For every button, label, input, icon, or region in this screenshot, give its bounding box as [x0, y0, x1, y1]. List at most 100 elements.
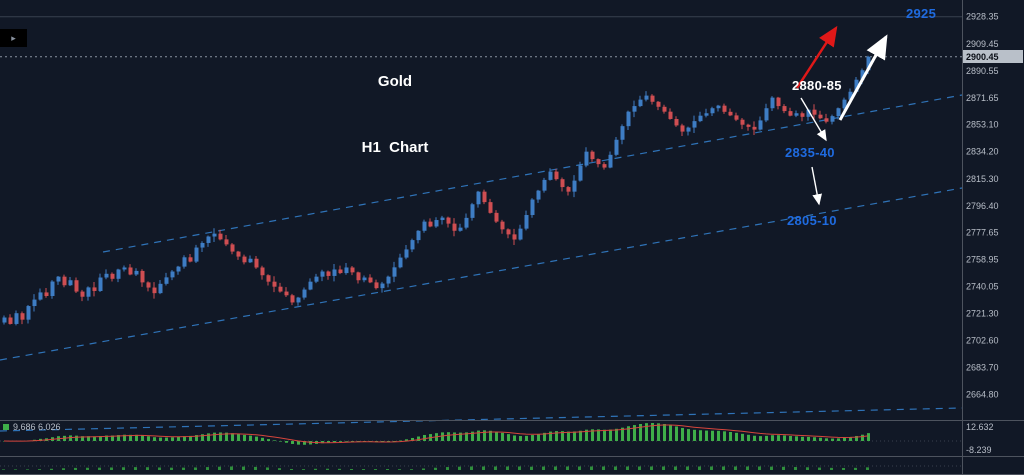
- red-projection-arrow[interactable]: [795, 25, 838, 89]
- candle-body: [578, 165, 583, 181]
- candle-body: [260, 267, 265, 276]
- sub-indicator-tick: [818, 467, 821, 470]
- candle-body: [530, 199, 535, 216]
- sub-indicator-tick: [686, 466, 689, 470]
- candle-body: [386, 276, 391, 284]
- candle-body: [218, 233, 223, 240]
- price-axis-label: 2909.45: [966, 39, 999, 49]
- candle-body: [326, 271, 331, 276]
- sub-indicator-tick: [278, 468, 281, 470]
- white-projection-arrow[interactable]: [811, 166, 822, 206]
- candle-body: [590, 151, 595, 160]
- channel-trendline[interactable]: [0, 187, 963, 361]
- candle-body: [170, 271, 175, 278]
- price-axis-label: 2928.35: [966, 12, 999, 22]
- sub-indicator-tick: [146, 467, 149, 470]
- sub-indicator-tick: [182, 467, 185, 470]
- macd-histogram-bar: [399, 440, 402, 441]
- candle-body: [806, 109, 811, 117]
- candle-body: [344, 267, 349, 274]
- candle-body: [776, 97, 781, 107]
- candle-body: [830, 116, 835, 122]
- candle-body: [152, 287, 157, 294]
- candle-body: [704, 113, 709, 116]
- candle-body: [338, 269, 343, 274]
- candle-body: [476, 191, 481, 205]
- macd-histogram-bar: [711, 430, 714, 441]
- macd-histogram-bar: [843, 437, 846, 441]
- macd-histogram-bar: [339, 441, 342, 442]
- indicator-scale-max: 12.632: [966, 422, 994, 432]
- candle-body: [740, 119, 745, 125]
- macd-histogram-bar: [207, 433, 210, 441]
- price-axis-label: 2777.65: [966, 228, 999, 238]
- sub-indicator-tick: [50, 468, 53, 470]
- macd-histogram-bar: [609, 429, 612, 441]
- candle-body: [194, 247, 199, 262]
- sub-indicator-tick: [638, 466, 641, 470]
- candle-body: [458, 227, 463, 231]
- candle-body: [182, 257, 187, 267]
- macd-histogram-bar: [219, 432, 222, 441]
- macd-histogram-bar: [171, 437, 174, 441]
- price-axis-label: 2796.40: [966, 201, 999, 211]
- chart-title-symbol: Gold: [377, 73, 413, 90]
- macd-histogram-bar: [303, 441, 306, 445]
- macd-histogram-bar: [507, 434, 510, 441]
- sub-indicator-tick: [722, 466, 725, 470]
- macd-histogram-bar: [273, 440, 276, 441]
- macd-histogram-bar: [759, 436, 762, 441]
- macd-histogram-bar: [255, 436, 258, 441]
- macd-histogram-bar: [651, 423, 654, 441]
- candle-body: [254, 258, 259, 268]
- sub-indicator-tick: [314, 468, 317, 470]
- macd-histogram-bar: [477, 430, 480, 441]
- candle-body: [680, 125, 685, 132]
- candle-body: [284, 291, 289, 296]
- candle-body: [134, 270, 139, 275]
- candle-body: [224, 239, 229, 245]
- candle-body: [398, 257, 403, 268]
- channel-trendline[interactable]: [102, 94, 963, 253]
- one-click-trading-toggle[interactable]: ▸: [0, 29, 27, 47]
- candle-body: [734, 115, 739, 120]
- macd-histogram-bar: [441, 432, 444, 441]
- sub-indicator-tick: [662, 466, 665, 470]
- macd-histogram-bar: [153, 437, 156, 441]
- sub-indicator-tick: [506, 466, 509, 470]
- candle-body: [632, 106, 637, 112]
- candle-body: [374, 282, 379, 289]
- candle-body: [494, 212, 499, 222]
- annotation-label-support-2805-10: 2805-10: [787, 213, 837, 228]
- channel-trendline[interactable]: [0, 407, 963, 432]
- white-projection-arrow[interactable]: [800, 97, 827, 142]
- macd-histogram-bar: [357, 441, 360, 442]
- candle-body: [416, 230, 421, 241]
- candle-body: [752, 126, 757, 130]
- candle-body: [782, 106, 787, 112]
- sub-indicator-tick: [566, 466, 569, 470]
- macd-histogram-bar: [795, 436, 798, 441]
- macd-histogram-bar: [849, 437, 852, 441]
- candle-body: [128, 267, 133, 275]
- macd-histogram-bar: [123, 434, 126, 441]
- candle-body: [92, 287, 97, 291]
- candle-body: [518, 228, 523, 240]
- indicator-scale-min: -8.239: [966, 445, 992, 455]
- sub-indicator-tick: [74, 467, 77, 470]
- sub-indicator-tick: [350, 468, 353, 470]
- white-projection-arrow[interactable]: [838, 34, 888, 121]
- sub-indicator-tick: [446, 467, 449, 470]
- macd-histogram-bar: [129, 434, 132, 441]
- sub-indicator-tick: [518, 466, 521, 470]
- macd-histogram-bar: [861, 434, 864, 441]
- macd-histogram-bar: [453, 432, 456, 441]
- sub-indicator-tick: [98, 467, 101, 470]
- candle-body: [422, 221, 427, 231]
- indicator-icon: [3, 424, 9, 430]
- macd-histogram-bar: [699, 430, 702, 441]
- candle-body: [854, 79, 859, 92]
- candle-body: [428, 221, 433, 227]
